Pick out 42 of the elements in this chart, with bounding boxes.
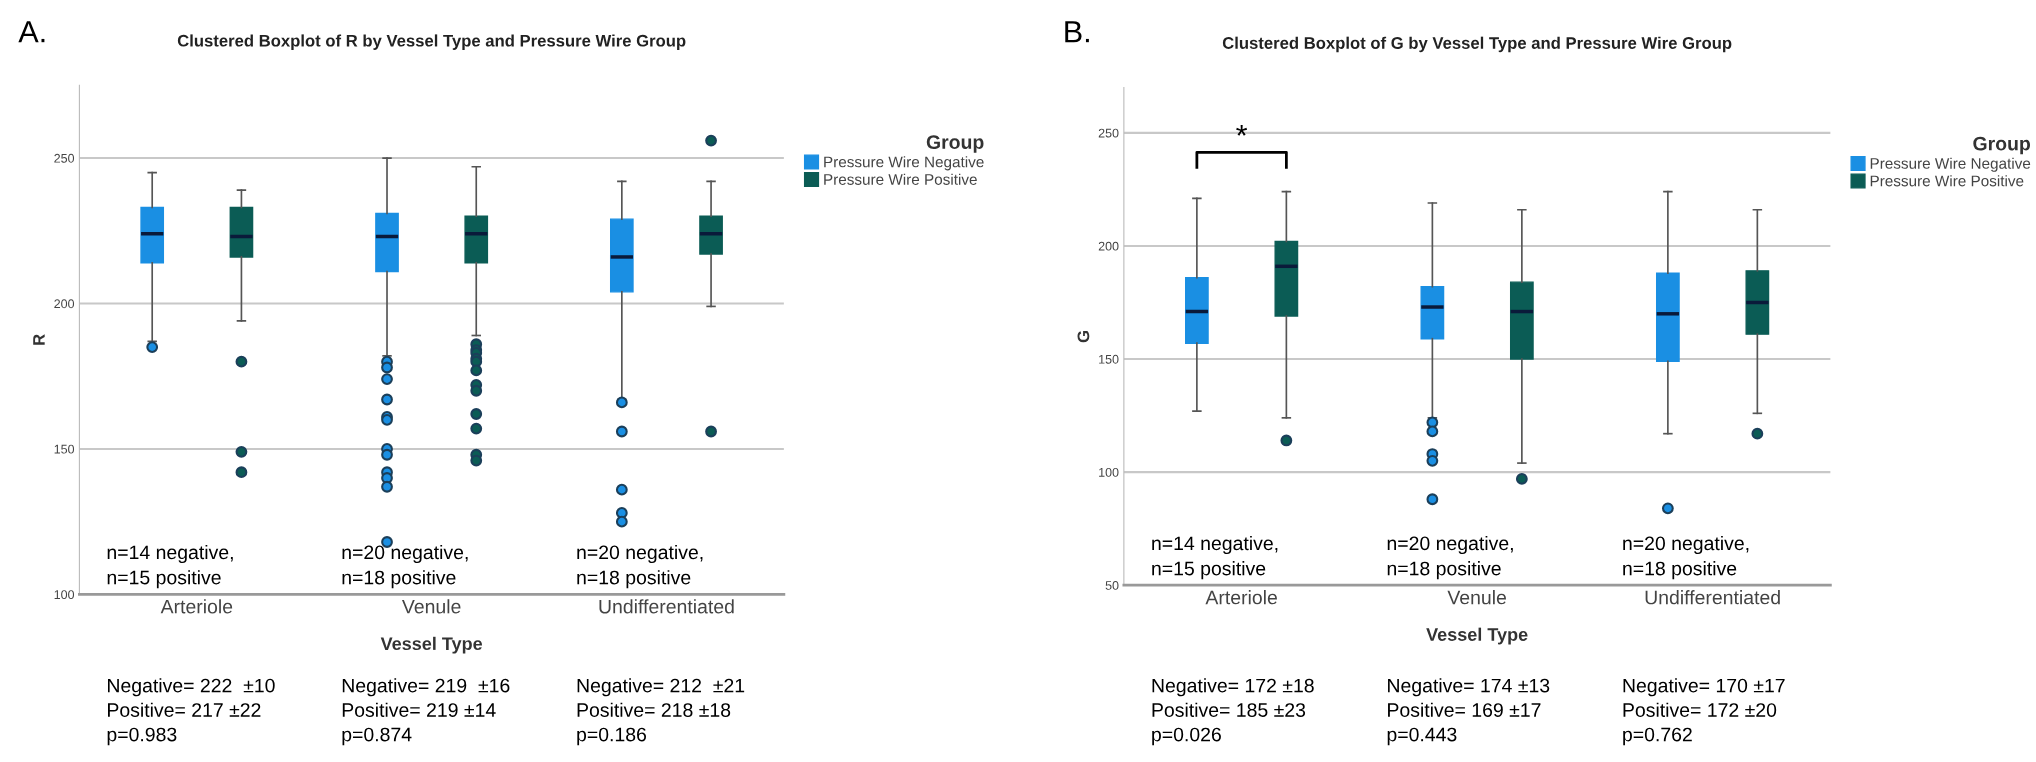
annotation: n=14 negative, n=15 positive — [1152, 535, 1278, 580]
text: Negative= 222 ±10 Positive= 217 ±22 p=0.983 — [107, 678, 275, 746]
legend-label: Pressure Wire Negative — [824, 156, 984, 171]
y-tick-label: 250 — [54, 153, 75, 163]
x-axis-title: Vessel Type — [1426, 627, 1528, 645]
x-tick-label: Arteriole — [160, 599, 233, 614]
y-tick-label: 100 — [54, 590, 75, 600]
x-tick-label: Arteriole — [1205, 590, 1277, 605]
text: A. — [18, 21, 45, 43]
annotation: * — [1236, 124, 1248, 136]
legend-title: Group — [1973, 136, 2031, 155]
legend-title: Group — [926, 135, 984, 153]
y-tick-label: 200 — [1098, 241, 1119, 251]
legend-label: Pressure Wire Positive — [824, 173, 977, 185]
x-tick-label: Undifferentiated — [599, 599, 734, 614]
text: Negative= 212 ±21 Positive= 218 ±18 p=0.186 — [577, 678, 745, 746]
y-tick-label: 150 — [54, 444, 75, 454]
x-tick-label: Venule — [1447, 590, 1506, 605]
legend-label: Pressure Wire Negative — [1870, 157, 2031, 172]
legend-label: Pressure Wire Positive — [1870, 175, 2024, 187]
y-tick-label: 150 — [1099, 354, 1119, 364]
chart-title: Clustered Boxplot of R by Vessel Type and Pressure Wire Group — [177, 34, 686, 50]
text: Negative= 219 ±16 Positive= 219 ±14 p=0.874 — [342, 678, 510, 746]
y-tick-label: 200 — [54, 299, 75, 309]
text: B. — [1065, 21, 1089, 43]
x-tick-label: Undifferentiated — [1645, 590, 1780, 605]
x-tick-label: Venule — [401, 599, 461, 614]
annotation: n=14 negative, n=15 positive — [107, 544, 233, 589]
x-axis-title: Vessel Type — [380, 636, 483, 654]
annotation: n=20 negative, n=18 positive — [1623, 535, 1749, 580]
y-tick-label: 250 — [1098, 128, 1119, 138]
chart-title: Clustered Boxplot of G by Vessel Type and Pressure Wire Group — [1222, 36, 1732, 53]
y-axis-title: G — [1077, 330, 1090, 343]
y-axis-title: R — [33, 334, 45, 345]
y-tick-label: 50 — [1105, 581, 1119, 590]
text: Negative= 172 ±18 Positive= 185 ±23 p=0.026 — [1152, 678, 1314, 746]
y-tick-label: 100 — [1099, 467, 1119, 477]
annotation: n=20 negative, n=18 positive — [577, 544, 703, 589]
annotation: n=20 negative, n=18 positive — [1387, 535, 1513, 580]
text: Negative= 170 ±17 Positive= 172 ±20 p=0.762 — [1623, 678, 1785, 746]
annotation: n=20 negative, n=18 positive — [342, 544, 468, 589]
text: Negative= 174 ±13 Positive= 169 ±17 p=0.443 — [1387, 678, 1550, 746]
